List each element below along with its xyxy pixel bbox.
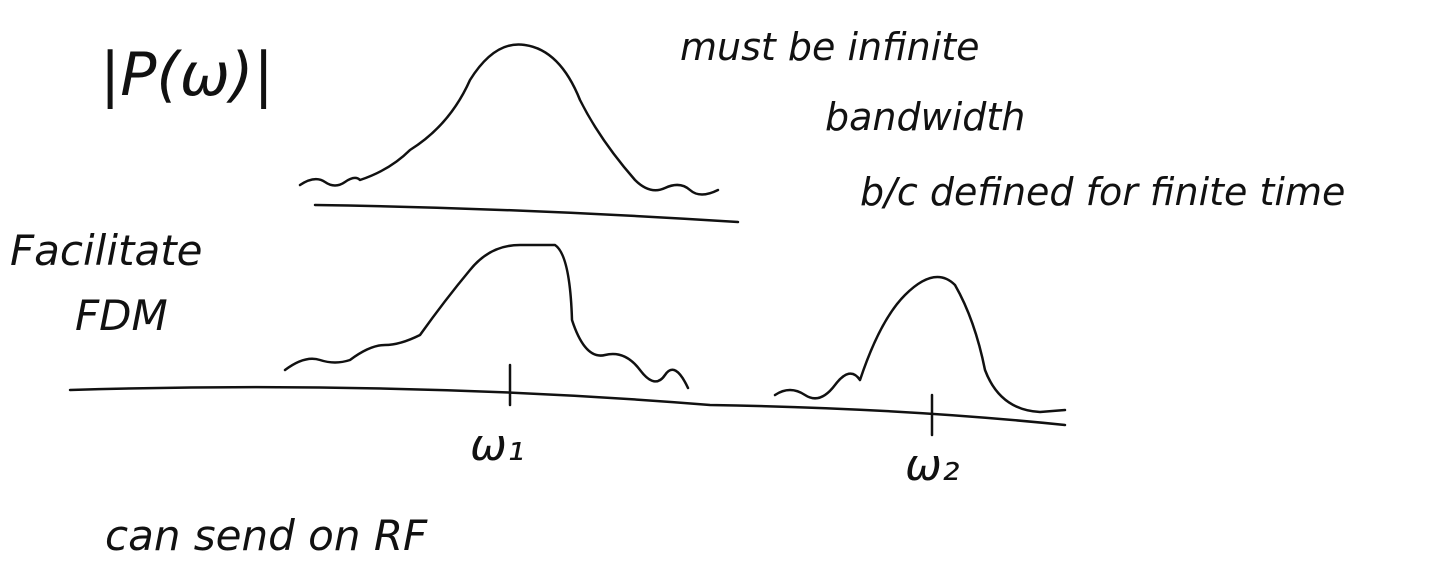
baseline [315, 205, 738, 222]
carrier-label: ω₁ [470, 420, 524, 471]
page: |P(ω)| must be infinite bandwidth b/c de… [0, 0, 1451, 562]
annotation-line: must be infinite [680, 25, 980, 69]
spectrum-curve [775, 277, 1065, 412]
annotation-line: bandwidth [825, 95, 1025, 139]
facilitate-line: Facilitate [10, 226, 203, 275]
spectrum-curve [300, 44, 718, 194]
carrier-label: ω₂ [905, 440, 959, 491]
spectrum-curve [285, 245, 688, 388]
annotation-line: b/c defined for finite time [860, 170, 1345, 214]
spectrum-label: |P(ω)| [100, 40, 274, 110]
footer-note: can send on RF [105, 511, 428, 560]
facilitate-line: FDM [75, 291, 168, 340]
axis [70, 387, 1065, 425]
sketch: |P(ω)| must be infinite bandwidth b/c de… [0, 0, 1451, 562]
